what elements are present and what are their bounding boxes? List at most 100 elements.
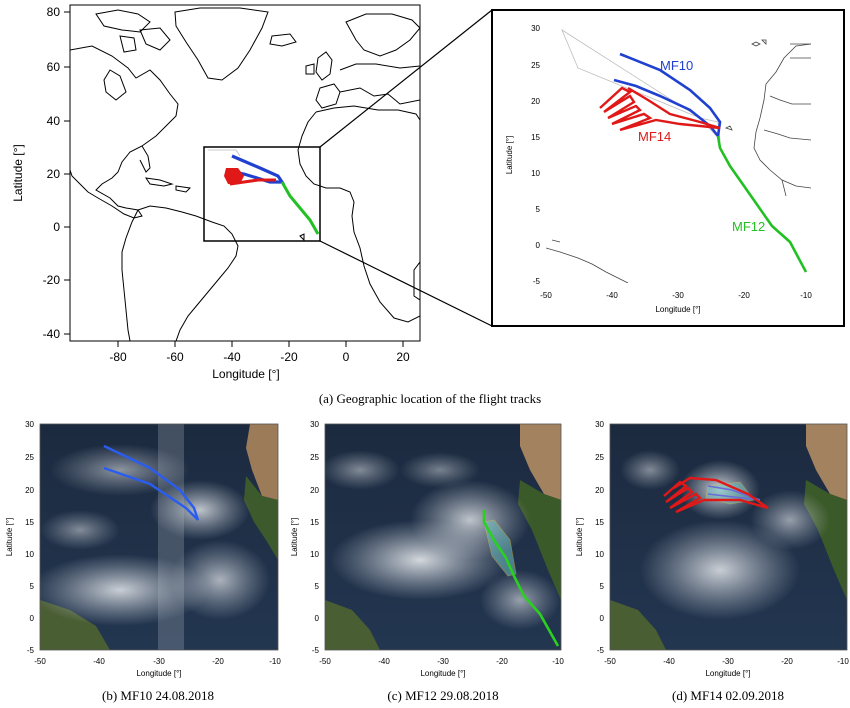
- inset-x-axis-title: Longitude [°]: [655, 305, 700, 314]
- inset-frame: [491, 9, 845, 327]
- panel-c-y-tick: 15: [310, 518, 319, 527]
- panel-c-y-tick: 30: [310, 420, 319, 429]
- connector-top: [319, 9, 493, 148]
- inset-x-axis: -50 -40 -30 -20 -10 Longitude [°]: [540, 291, 812, 314]
- panel-b-y-tick: 25: [25, 453, 34, 462]
- selection-box: [203, 146, 321, 242]
- satellite-panel-c: 30 25 20 15 10 5 0 -5 Latitude [°] -50 -…: [290, 420, 564, 703]
- main-x-axis: -80 -60 -40 -20 0 20 Longitude [°]: [109, 341, 410, 381]
- inset-y-tick-label: 10: [531, 169, 540, 178]
- inset-y-axis-title: Latitude [°]: [505, 136, 514, 174]
- panel-b-y-tick: 0: [30, 614, 35, 623]
- main-y-tick-label: 40: [47, 114, 61, 128]
- inset-x-tick-label: -10: [800, 291, 812, 300]
- panel-b-x-title: Longitude [°]: [136, 669, 181, 678]
- track-mf14-cluster: [224, 168, 244, 184]
- panel-d-y-axis: 30 25 20 15 10 5 0 -5 Latitude [°]: [575, 420, 605, 655]
- panel-b-x-tick: -10: [269, 657, 281, 666]
- panel-c-x-tick: -50: [319, 657, 331, 666]
- panel-d-y-tick: 0: [600, 614, 605, 623]
- panel-d-y-title: Latitude [°]: [575, 518, 584, 556]
- track-mf14-sat: [663, 476, 769, 514]
- panel-b-y-tick: 20: [25, 486, 34, 495]
- caption-a: (a) Geographic location of the flight tr…: [319, 391, 541, 406]
- panel-b-y-tick: -5: [27, 646, 35, 655]
- panel-d-y-tick: 30: [595, 420, 604, 429]
- label-mf12: MF12: [732, 219, 765, 234]
- satellite-panel-d: 30 25 20 15 10 5 0 -5 Latitude [°] -50 -…: [575, 420, 849, 703]
- main-y-tick-label: 20: [47, 167, 61, 181]
- track-mf12-sat: [482, 510, 560, 647]
- main-x-tick-label: -40: [223, 350, 241, 364]
- panel-b-y-axis: 30 25 20 15 10 5 0 -5 Latitude [°]: [5, 420, 35, 655]
- connector-bottom: [319, 240, 493, 327]
- panel-c-y-tick: 20: [310, 486, 319, 495]
- panel-b-x-tick: -40: [93, 657, 105, 666]
- panel-c-x-tick: -30: [437, 657, 449, 666]
- panel-b-x-tick: -30: [153, 657, 165, 666]
- panel-c-x-axis: -50 -40 -30 -20 -10 Longitude [°]: [319, 657, 564, 678]
- main-y-tick-label: -20: [43, 273, 61, 287]
- track-gray-main: [208, 149, 241, 157]
- panel-c-y-tick: -5: [312, 646, 320, 655]
- panel-c-y-tick: 10: [310, 550, 319, 559]
- inset-x-tick-label: -50: [540, 291, 552, 300]
- track-mf12-main: [280, 181, 320, 235]
- track-mf10-sat: [103, 444, 200, 521]
- panel-d-y-tick: 25: [595, 453, 604, 462]
- caption-b: (b) MF10 24.08.2018: [102, 688, 214, 703]
- main-x-tick-label: -20: [280, 350, 298, 364]
- panel-c-x-tick: -10: [552, 657, 564, 666]
- panel-b-y-tick: 30: [25, 420, 34, 429]
- track-mf12-inset: [716, 135, 808, 273]
- panel-c-y-tick: 0: [315, 614, 320, 623]
- main-x-tick-label: -80: [109, 350, 127, 364]
- panel-c-y-tick: 5: [315, 582, 320, 591]
- panel-d-y-tick: 20: [595, 486, 604, 495]
- satellite-panel-b: 30 25 20 15 10 5 0 -5 Latitude [°] -50 -…: [5, 420, 281, 703]
- panel-b-y-tick: 10: [25, 550, 34, 559]
- inset-tracks: [561, 28, 808, 273]
- inset-y-tick-label: 20: [531, 97, 540, 106]
- panel-b-x-tick: -20: [212, 657, 224, 666]
- inset-x-tick-label: -30: [672, 291, 684, 300]
- inset-x-tick-label: -40: [606, 291, 618, 300]
- panel-d-x-tick: -40: [663, 657, 675, 666]
- inset-y-tick-label: 30: [531, 24, 540, 33]
- panel-d-x-title: Longitude [°]: [705, 669, 750, 678]
- main-map-tracks: [208, 149, 320, 235]
- panel-d-x-tick: -20: [781, 657, 793, 666]
- main-y-tick-label: 80: [47, 5, 61, 19]
- panel-c-y-title: Latitude [°]: [290, 518, 299, 556]
- main-y-tick-label: 60: [47, 60, 61, 74]
- main-x-tick-label: 20: [396, 350, 410, 364]
- main-y-tick-label: 0: [53, 220, 60, 234]
- inset-map: MF10 MF12 MF14 30 25 20 15 10 5 0 -5 Lat…: [491, 9, 845, 327]
- panel-c-y-tick: 25: [310, 453, 319, 462]
- inset-x-tick-label: -20: [738, 291, 750, 300]
- panel-d-x-tick: -50: [604, 657, 616, 666]
- panel-d-x-axis: -50 -40 -30 -20 -10 Longitude [°]: [604, 657, 849, 678]
- panel-b-x-tick: -50: [34, 657, 46, 666]
- main-map-coastlines: [70, 7, 420, 341]
- panel-b-y-tick: 5: [30, 582, 35, 591]
- main-y-axis: 80 60 40 20 0 -20 -40 Latitude [°]: [11, 5, 70, 341]
- caption-d: (d) MF14 02.09.2018: [672, 688, 784, 703]
- panel-b-y-title: Latitude [°]: [5, 518, 14, 556]
- main-y-axis-title: Latitude [°]: [11, 144, 25, 202]
- main-x-tick-label: -60: [166, 350, 184, 364]
- inset-y-tick-label: 0: [536, 241, 541, 250]
- panel-c-x-tick: -20: [496, 657, 508, 666]
- main-x-axis-title: Longitude [°]: [212, 367, 280, 381]
- panel-c-x-tick: -40: [378, 657, 390, 666]
- panel-d-y-tick: 15: [595, 518, 604, 527]
- label-mf14: MF14: [638, 129, 671, 144]
- panel-d-y-tick: 10: [595, 550, 604, 559]
- panel-c-y-axis: 30 25 20 15 10 5 0 -5 Latitude [°]: [290, 420, 320, 655]
- panel-c-x-title: Longitude [°]: [420, 669, 465, 678]
- inset-y-tick-label: 15: [531, 133, 540, 142]
- caption-c: (c) MF12 29.08.2018: [387, 688, 498, 703]
- inset-y-axis: 30 25 20 15 10 5 0 -5 Latitude [°]: [505, 24, 541, 286]
- main-x-tick-label: 0: [343, 350, 350, 364]
